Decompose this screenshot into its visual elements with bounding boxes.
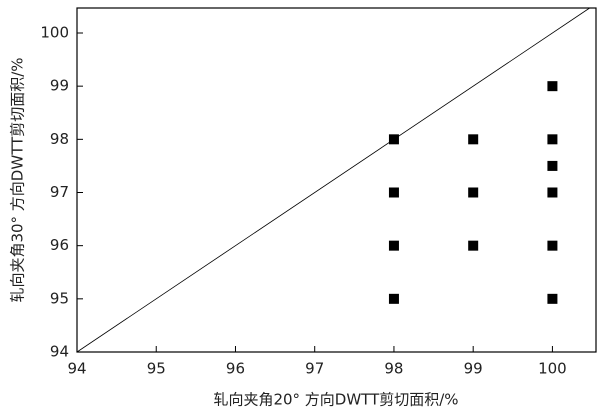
point	[547, 240, 558, 251]
x-tick-label: 97	[305, 360, 324, 378]
y-axis-label: 轧向夹角30° 方向DWTT剪切面积/%	[9, 57, 27, 302]
y-tick-label: 100	[40, 23, 69, 41]
x-tick-label: 99	[464, 360, 483, 378]
point	[388, 240, 399, 251]
point	[547, 134, 558, 145]
y-tick-label: 98	[50, 130, 69, 148]
y-tick-label: 97	[50, 183, 69, 201]
x-tick-label: 94	[67, 360, 86, 378]
point	[468, 187, 479, 198]
point	[388, 134, 399, 145]
plot-frame	[76, 7, 597, 353]
point	[468, 240, 479, 251]
y-tick-label: 94	[50, 343, 69, 361]
point	[547, 187, 558, 198]
point	[547, 160, 558, 171]
x-tick-label: 98	[384, 360, 403, 378]
point	[388, 187, 399, 198]
point	[547, 293, 558, 304]
point	[388, 293, 399, 304]
x-tick-label: 100	[538, 360, 567, 378]
x-axis-label: 轧向夹角20° 方向DWTT剪切面积/%	[213, 391, 458, 409]
x-tick-label: 96	[226, 360, 245, 378]
y-tick-label: 95	[50, 289, 69, 307]
x-tick-label: 95	[147, 360, 166, 378]
point	[547, 81, 558, 92]
reference-line	[76, 7, 590, 353]
y-tick-label: 96	[50, 236, 69, 254]
point	[468, 134, 479, 145]
y-tick-label: 99	[50, 77, 69, 95]
